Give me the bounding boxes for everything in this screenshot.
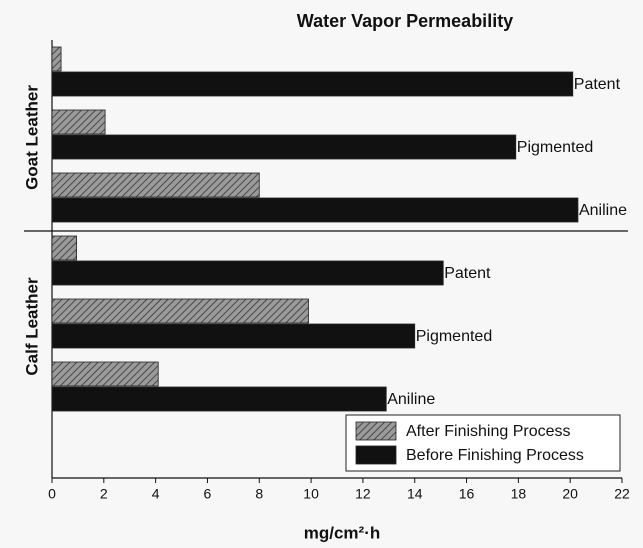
bar — [51, 172, 260, 198]
chart-title: Water Vapor Permeability — [297, 11, 513, 31]
x-axis-title: mg/cm²·h — [304, 523, 381, 542]
bar — [51, 260, 444, 286]
x-tick-label: 20 — [562, 486, 578, 502]
legend-swatch — [355, 421, 397, 441]
bar — [51, 46, 62, 72]
x-tick-label: 4 — [152, 486, 160, 502]
category-label: Pigmented — [517, 139, 594, 156]
group-label: Calf Leather — [22, 277, 41, 376]
bar — [51, 323, 416, 349]
x-tick-label: 16 — [459, 486, 475, 502]
x-tick-label: 6 — [204, 486, 212, 502]
category-label: Aniline — [579, 202, 627, 219]
x-tick-label: 12 — [355, 486, 371, 502]
x-tick-label: 2 — [100, 486, 108, 502]
bar — [51, 134, 517, 160]
legend-label: After Finishing Process — [406, 423, 571, 440]
legend-label: Before Finishing Process — [406, 447, 584, 464]
legend-swatch — [355, 445, 397, 465]
group-label: Goat Leather — [22, 85, 41, 190]
x-tick-label: 0 — [48, 486, 56, 502]
category-label: Patent — [574, 76, 621, 93]
x-tick-label: 18 — [511, 486, 527, 502]
bar — [51, 109, 106, 135]
category-label: Aniline — [387, 391, 435, 408]
x-tick-label: 10 — [303, 486, 319, 502]
x-tick-label: 22 — [614, 486, 630, 502]
bar — [51, 71, 574, 97]
bar — [51, 197, 579, 223]
bar — [51, 386, 387, 412]
bar — [51, 298, 309, 324]
x-tick-label: 14 — [407, 486, 423, 502]
category-label: Patent — [444, 265, 491, 282]
bar — [51, 235, 78, 261]
bar — [51, 361, 159, 387]
category-label: Pigmented — [416, 328, 493, 345]
x-tick-label: 8 — [255, 486, 263, 502]
